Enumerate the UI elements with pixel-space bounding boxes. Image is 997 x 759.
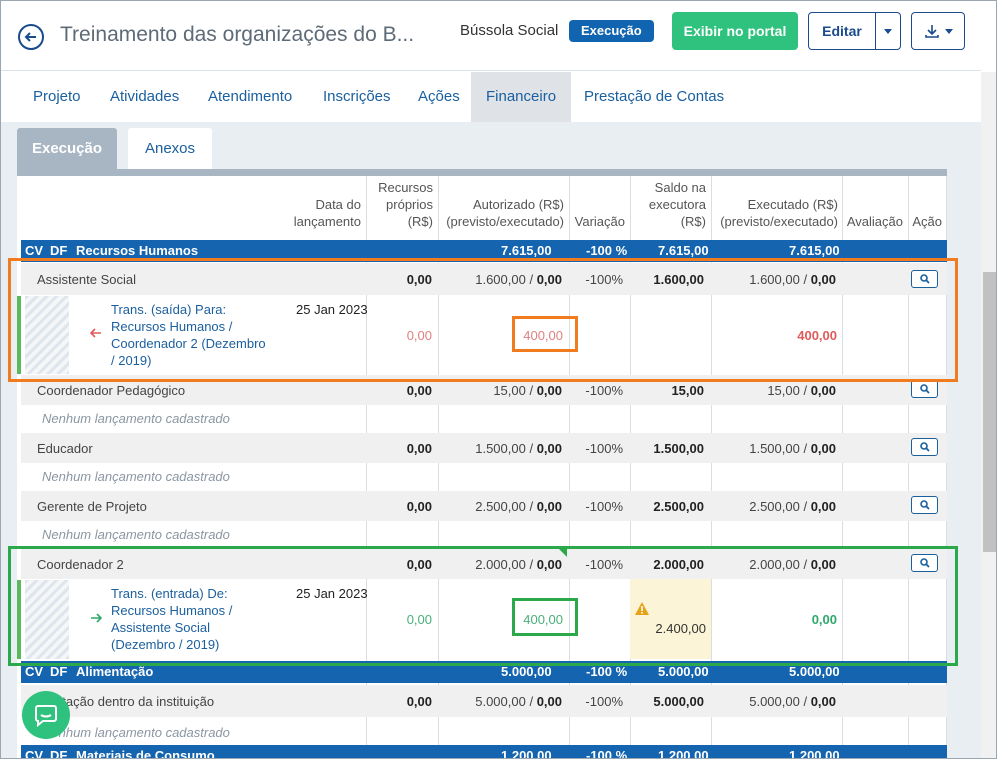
tab-financeiro[interactable]: Financeiro [471, 72, 572, 122]
section-header-alimentacao: CV DF Alimentação 5.000,00 -100 % 5.000,… [21, 661, 947, 683]
program-name: Bússola Social [460, 22, 559, 39]
balance-warning-cell [630, 579, 711, 659]
section-executed: 7.615,00 [789, 243, 840, 258]
scrollbar-thumb[interactable] [983, 272, 996, 552]
status-badge: Execução [569, 20, 654, 42]
tab-atendimento[interactable]: Atendimento [208, 88, 293, 105]
table-top-bar [17, 169, 947, 176]
table-row-coordenador-2: Coordenador 2 0,00 2.000,00 / 0,00 -100%… [21, 549, 947, 579]
header-balance: Saldo na executora (R$) [648, 180, 706, 229]
main-tabs: Projeto Atividades Atendimento Inscriçõe… [1, 72, 981, 122]
section-authorized: 7.615,00 [501, 243, 552, 258]
view-portal-button[interactable]: Exibir no portal [672, 12, 798, 50]
arrow-right-icon [91, 613, 102, 623]
tab-inscricoes[interactable]: Inscrições [323, 88, 391, 105]
header-variation: Variação [574, 214, 625, 229]
section-header-materiais: CV DF Materiais de Consumo 1.200,00 -100… [21, 745, 947, 758]
view-details-button[interactable] [911, 438, 938, 456]
empty-entries-text: Nenhum lançamento cadastrado [42, 469, 230, 484]
header-date: Data do lançamento [293, 197, 361, 229]
subtab-anexos[interactable]: Anexos [128, 128, 212, 170]
table-row-coordenador-pedagogico: Coordenador Pedagógico 0,00 15,00 / 0,00… [21, 375, 947, 405]
page-scrollbar[interactable] [981, 72, 996, 758]
search-icon [920, 274, 930, 284]
download-icon [925, 25, 939, 38]
view-details-button[interactable] [911, 496, 938, 514]
view-details-button[interactable] [911, 380, 938, 398]
transfer-out-link[interactable]: Trans. (saída) Para: Recursos Humanos / Co… [111, 302, 266, 368]
search-icon [920, 500, 930, 510]
chevron-down-icon [945, 29, 953, 34]
header-authorized: Autorizado (R$) (previsto/executado) [446, 197, 564, 229]
table-row-gerente-projeto: Gerente de Projeto 0,00 2.500,00 / 0,00 … [21, 491, 947, 521]
arrow-left-icon [24, 32, 36, 42]
section-name: Recursos Humanos [76, 243, 199, 258]
back-button[interactable] [18, 24, 44, 50]
download-button[interactable] [911, 12, 965, 50]
search-icon [920, 558, 930, 568]
table-row-educador: Educador 0,00 1.500,00 / 0,00 -100% 1.50… [21, 433, 947, 463]
tab-projeto[interactable]: Projeto [33, 88, 81, 105]
warning-icon [635, 602, 649, 615]
empty-entries-text: Nenhum lançamento cadastrado [42, 725, 230, 740]
section-balance: 7.615,00 [658, 243, 709, 258]
chat-icon [35, 705, 57, 727]
subtab-execucao[interactable]: Execução [17, 128, 117, 170]
section-header-recursos-humanos: CV DF Recursos Humanos 7.615,00 -100 % 7… [21, 240, 947, 262]
cv-label: CV [25, 243, 44, 258]
empty-entries-text: Nenhum lançamento cadastrado [42, 411, 230, 426]
page-title: Treinamento das organizações do B... [60, 23, 415, 46]
header-evaluation: Avaliação [846, 214, 903, 229]
view-details-button[interactable] [911, 270, 938, 288]
search-icon [920, 384, 930, 394]
empty-entries-text: Nenhum lançamento cadastrado [42, 527, 230, 542]
header-own-resources: Recursos próprios (R$) [378, 180, 433, 229]
table-row-assistente-social: Assistente Social 0,00 1.600,00 / 0,00 -… [21, 263, 947, 295]
search-icon [920, 442, 930, 452]
corner-marker-icon [559, 549, 567, 557]
chat-button[interactable] [22, 691, 70, 739]
section-variation: -100 % [586, 243, 628, 258]
view-details-button[interactable] [911, 554, 938, 572]
df-label: DF [50, 243, 68, 258]
tab-atividades[interactable]: Atividades [110, 88, 180, 105]
tab-prestacao-contas[interactable]: Prestação de Contas [584, 88, 725, 105]
arrow-left-icon [90, 328, 101, 338]
edit-button[interactable]: Editar [808, 12, 876, 50]
table-row-alimentacao-instituicao: ...entação dentro da instituição 0,00 5.… [21, 685, 947, 717]
header-executed: Executado (R$) (previsto/executado) [720, 197, 838, 229]
page-header: Treinamento das organizações do B... Bús… [1, 1, 981, 71]
chevron-down-icon [884, 29, 892, 34]
header-action: Ação [912, 214, 942, 229]
tab-acoes[interactable]: Ações [418, 88, 460, 105]
edit-dropdown-button[interactable] [875, 12, 901, 50]
transfer-in-link[interactable]: Trans. (entrada) De: Recursos Humanos / As… [111, 586, 233, 652]
